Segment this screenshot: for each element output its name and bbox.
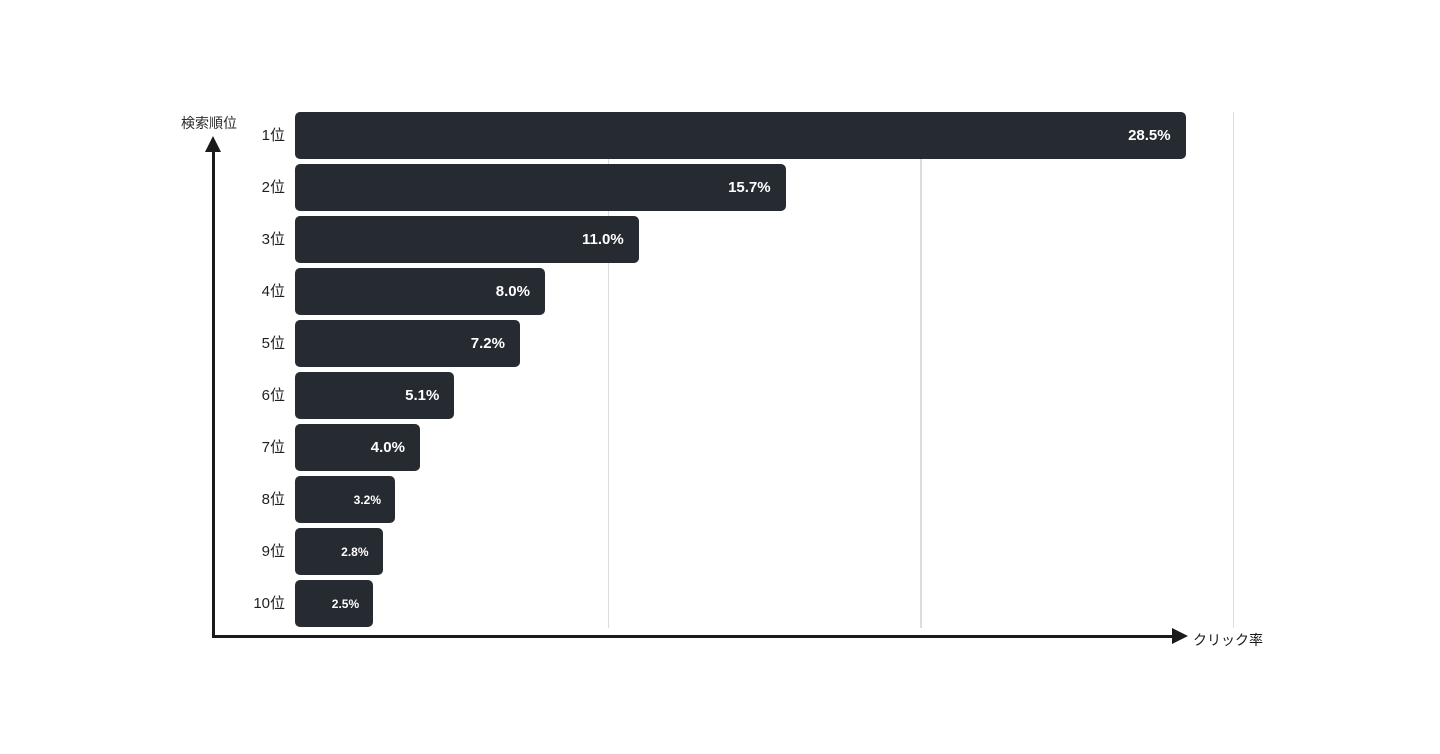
x-axis-label: クリック率 bbox=[1193, 632, 1263, 648]
bar-row: 2位 15.7% bbox=[180, 164, 1186, 216]
value-label: 7.2% bbox=[470, 335, 505, 352]
category-label: 2位 bbox=[261, 179, 285, 196]
category-label: 5位 bbox=[261, 335, 285, 352]
value-label: 15.7% bbox=[728, 179, 771, 196]
bar: 11.0% bbox=[295, 216, 639, 263]
bar: 4.0% bbox=[295, 424, 420, 471]
bar-row: 1位 28.5% bbox=[180, 112, 1186, 164]
y-axis-label: 検索順位 bbox=[181, 115, 237, 131]
bar-row: 6位 5.1% bbox=[180, 372, 1186, 424]
bar: 15.7% bbox=[295, 164, 786, 211]
bar-row: 8位 3.2% bbox=[180, 476, 1186, 528]
bar: 7.2% bbox=[295, 320, 520, 367]
bar: 3.2% bbox=[295, 476, 395, 523]
x-axis-line bbox=[212, 635, 1174, 638]
category-label: 8位 bbox=[261, 491, 285, 508]
bar: 5.1% bbox=[295, 372, 455, 419]
bar: 8.0% bbox=[295, 268, 545, 315]
bar-row: 7位 4.0% bbox=[180, 424, 1186, 476]
value-label: 3.2% bbox=[353, 492, 381, 507]
value-label: 8.0% bbox=[495, 283, 530, 300]
category-label: 10位 bbox=[253, 595, 285, 612]
gridline-30pct bbox=[1232, 112, 1234, 628]
bar-row: 3位 11.0% bbox=[180, 216, 1186, 268]
bar-row: 10位 2.5% bbox=[180, 580, 1186, 632]
value-label: 2.8% bbox=[341, 544, 369, 559]
category-label: 6位 bbox=[261, 387, 285, 404]
category-label: 1位 bbox=[261, 127, 285, 144]
category-label: 3位 bbox=[261, 231, 285, 248]
bar: 28.5% bbox=[295, 112, 1186, 159]
x-axis-arrow-icon bbox=[1172, 628, 1188, 644]
gridline-20pct bbox=[920, 112, 922, 628]
value-label: 2.5% bbox=[331, 596, 360, 611]
bar-row: 9位 2.8% bbox=[180, 528, 1186, 580]
value-label: 11.0% bbox=[582, 231, 624, 248]
bar-row: 5位 7.2% bbox=[180, 320, 1186, 372]
gridline-10pct bbox=[607, 112, 609, 628]
bar-row: 4位 8.0% bbox=[180, 268, 1186, 320]
bar: 2.8% bbox=[295, 528, 383, 575]
y-axis-line bbox=[212, 150, 215, 637]
value-label: 5.1% bbox=[405, 387, 440, 404]
value-label: 28.5% bbox=[1128, 127, 1171, 144]
value-label: 4.0% bbox=[370, 439, 405, 456]
bar-rows: 1位 28.5% 2位 15.7% 3位 11.0% 4位 8.0% 5位 7.2% 6位 5.1% 7… bbox=[180, 112, 1186, 632]
bar: 2.5% bbox=[295, 580, 374, 627]
category-label: 4位 bbox=[261, 283, 285, 300]
category-label: 9位 bbox=[261, 543, 285, 560]
category-label: 7位 bbox=[261, 439, 285, 456]
y-axis-arrow-icon bbox=[205, 136, 221, 152]
